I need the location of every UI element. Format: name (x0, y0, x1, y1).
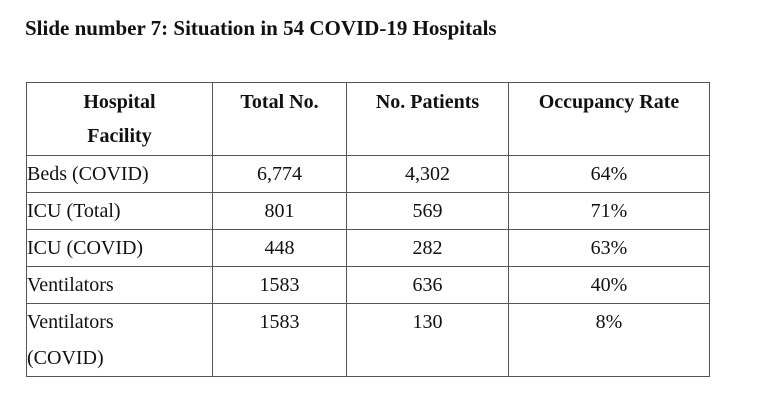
patients-cell: 282 (346, 229, 509, 267)
patients-cell: 130 (346, 303, 509, 377)
slide-title: Slide number 7: Situation in 54 COVID-19… (25, 16, 497, 40)
table-row: Beds (COVID) 6,774 4,302 64% (26, 155, 710, 193)
occupancy-cell: 40% (508, 266, 710, 304)
column-header-no-patients: No. Patients (346, 82, 509, 156)
total-cell: 1583 (212, 266, 347, 304)
facility-cell: ICU (Total) (26, 192, 213, 230)
table-row: Ventilators 1583 636 40% (26, 266, 710, 304)
patients-cell: 636 (346, 266, 509, 304)
total-cell: 448 (212, 229, 347, 267)
patients-cell: 569 (346, 192, 509, 230)
facility-cell: ICU (COVID) (26, 229, 213, 267)
table-header-row: Hospital Facility Total No. No. Patients… (26, 82, 710, 156)
table-row: Ventilators (COVID) 1583 130 8% (26, 303, 710, 377)
facility-cell: Ventilators (COVID) (26, 303, 213, 377)
occupancy-cell: 8% (508, 303, 710, 377)
column-header-total-no: Total No. (212, 82, 347, 156)
facility-cell: Beds (COVID) (26, 155, 213, 193)
hospital-situation-table: Hospital Facility Total No. No. Patients… (26, 82, 710, 377)
total-cell: 1583 (212, 303, 347, 377)
total-cell: 6,774 (212, 155, 347, 193)
occupancy-cell: 71% (508, 192, 710, 230)
occupancy-cell: 64% (508, 155, 710, 193)
table-row: ICU (COVID) 448 282 63% (26, 229, 710, 267)
table-row: ICU (Total) 801 569 71% (26, 192, 710, 230)
facility-cell: Ventilators (26, 266, 213, 304)
column-header-hospital-facility: Hospital Facility (26, 82, 213, 156)
column-header-occupancy-rate: Occupancy Rate (508, 82, 710, 156)
total-cell: 801 (212, 192, 347, 230)
occupancy-cell: 63% (508, 229, 710, 267)
patients-cell: 4,302 (346, 155, 509, 193)
